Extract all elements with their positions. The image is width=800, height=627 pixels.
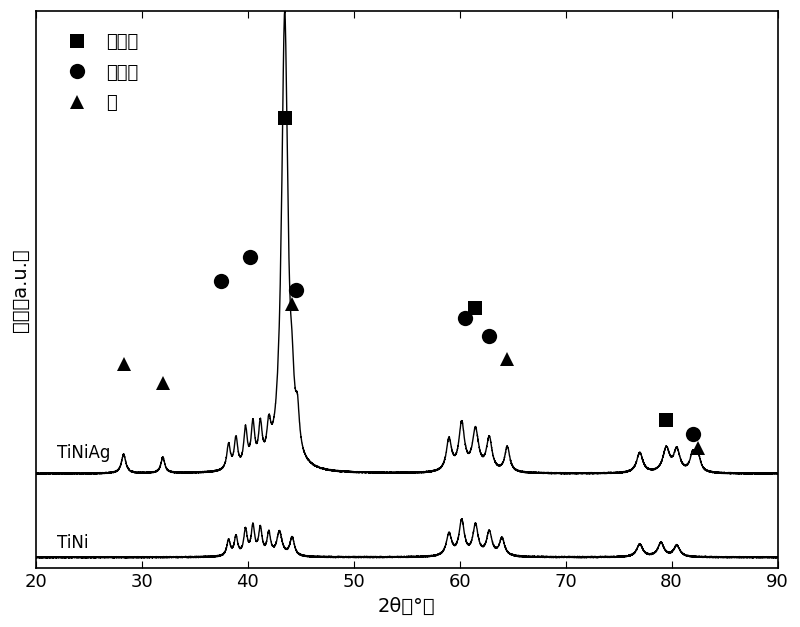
Legend: 奥氏体, 马氏体, 銀: 奥氏体, 马氏体, 銀 (52, 26, 146, 119)
Y-axis label: 强度（a.u.）: 强度（a.u.） (11, 248, 30, 332)
Text: TiNi: TiNi (57, 534, 88, 552)
Text: TiNiAg: TiNiAg (57, 444, 110, 461)
X-axis label: 2θ（°）: 2θ（°） (378, 597, 435, 616)
